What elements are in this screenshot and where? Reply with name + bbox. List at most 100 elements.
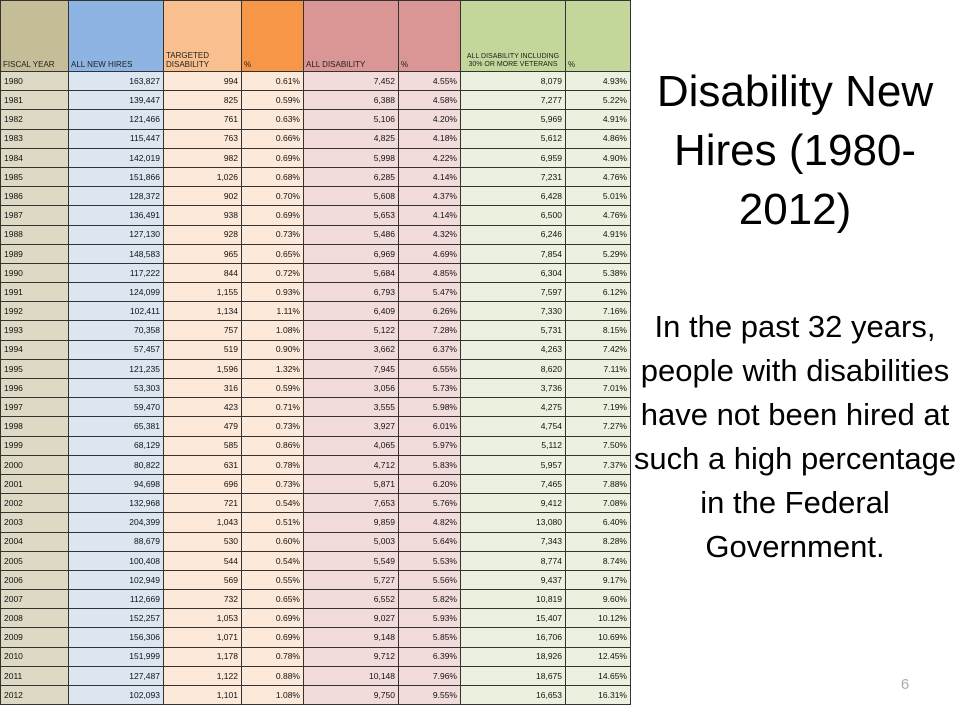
table-cell: 136,491 (68, 205, 164, 226)
table-cell: 127,487 (68, 665, 164, 687)
table-row: 1983 115,447 763 0.66% 4,825 4.18% 5,612 4.86% (0, 128, 631, 149)
table-cell: 1,053 (163, 608, 242, 629)
table-cell: 4.55% (398, 70, 461, 92)
table-cell: 1987 (0, 205, 69, 226)
table-cell: 2000 (0, 454, 69, 475)
table-cell: 7.08% (565, 493, 631, 514)
table-cell: 1,122 (163, 665, 242, 687)
table-cell: 9,148 (303, 627, 399, 648)
table-cell: 100,408 (68, 550, 164, 571)
table-cell: 127,130 (68, 224, 164, 245)
table-cell: 7.88% (565, 473, 631, 495)
table-cell: 7.16% (565, 301, 631, 322)
table-row: 1987 136,491 938 0.69% 5,653 4.14% 6,500 4.76% (0, 205, 631, 226)
table-cell: 5,106 (303, 109, 399, 130)
table-cell: 151,866 (68, 166, 164, 188)
table-cell: 8.28% (565, 531, 631, 552)
table-cell: 6.20% (398, 473, 461, 495)
table-cell: 0.54% (241, 550, 304, 571)
table-row: 2004 88,679 530 0.60% 5,003 5.64% 7,343 8.28% (0, 531, 631, 552)
table-row: 2008 152,257 1,053 0.69% 9,027 5.93% 15,407 10.… (0, 608, 631, 629)
table-cell: 5.93% (398, 608, 461, 629)
table-cell: 4.22% (398, 147, 461, 168)
table-cell: 1993 (0, 320, 69, 341)
table-cell: 1984 (0, 147, 69, 168)
header-all-disability-incl-veterans: ALL DISABILITY INCLUDING 30% OR MORE VET… (460, 0, 566, 72)
table-cell: 18,675 (460, 665, 566, 687)
table-cell: 10,148 (303, 665, 399, 687)
table-cell: 5,957 (460, 454, 566, 475)
table-cell: 5.83% (398, 454, 461, 475)
table-cell: 7.50% (565, 435, 631, 456)
table-row: 1985 151,866 1,026 0.68% 6,285 4.14% 7,231 4.76… (0, 166, 631, 188)
table-cell: 9,712 (303, 646, 399, 667)
table-cell: 8,620 (460, 358, 566, 380)
table-cell: 6.40% (565, 512, 631, 533)
table-cell: 7,854 (460, 243, 566, 264)
table-row: 1991 124,099 1,155 0.93% 6,793 5.47% 7,597 6.12… (0, 282, 631, 303)
table-cell: 5,612 (460, 128, 566, 149)
table-row: 2007 112,669 732 0.65% 6,552 5.82% 10,819 9.60% (0, 589, 631, 610)
table-cell: 7.28% (398, 320, 461, 341)
table-cell: 1994 (0, 339, 69, 360)
table-cell: 0.65% (241, 243, 304, 264)
table-cell: 7,231 (460, 166, 566, 188)
table-cell: 5.85% (398, 627, 461, 648)
table-cell: 0.59% (241, 90, 304, 111)
table-cell: 5,727 (303, 569, 399, 591)
table-cell: 0.69% (241, 147, 304, 168)
table-row: 1998 65,381 479 0.73% 3,927 6.01% 4,754 7.27% (0, 416, 631, 437)
table-cell: 80,822 (68, 454, 164, 475)
table-cell: 16,706 (460, 627, 566, 648)
table-cell: 5.22% (565, 90, 631, 111)
table-cell: 4.14% (398, 205, 461, 226)
table-row: 1986 128,372 902 0.70% 5,608 4.37% 6,428 5.01% (0, 186, 631, 207)
table-cell: 6,285 (303, 166, 399, 188)
table-cell: 5.38% (565, 262, 631, 284)
table-row: 1996 53,303 316 0.59% 3,056 5.73% 3,736 7.01% (0, 377, 631, 399)
table-cell: 0.54% (241, 493, 304, 514)
header-targeted-disability-percent: % (241, 0, 304, 72)
table-cell: 1.08% (241, 320, 304, 341)
table-cell: 9,859 (303, 512, 399, 533)
table-cell: 5,112 (460, 435, 566, 456)
table-cell: 0.69% (241, 627, 304, 648)
table-cell: 6,959 (460, 147, 566, 168)
table-cell: 479 (163, 416, 242, 437)
table-cell: 9,750 (303, 684, 399, 706)
table-cell: 5,998 (303, 147, 399, 168)
table-cell: 1,155 (163, 282, 242, 303)
table-cell: 1981 (0, 90, 69, 111)
table-row: 1994 57,457 519 0.90% 3,662 6.37% 4,263 7.42% (0, 339, 631, 360)
table-cell: 0.73% (241, 416, 304, 437)
table-cell: 0.70% (241, 186, 304, 207)
header-all-disability-incl-veterans-percent: % (565, 0, 631, 72)
table-cell: 121,466 (68, 109, 164, 130)
slide-title: Disability New Hires (1980-2012) (656, 67, 934, 234)
table-cell: 139,447 (68, 90, 164, 111)
table-cell: 12.45% (565, 646, 631, 667)
table-cell: 70,358 (68, 320, 164, 341)
slide-body-text: In the past 32 years, people with disabi… (633, 309, 957, 564)
table-cell: 2005 (0, 550, 69, 571)
table-cell: 5,871 (303, 473, 399, 495)
table-cell: 4.20% (398, 109, 461, 130)
table-cell: 3,736 (460, 377, 566, 399)
table-row: 2003 204,399 1,043 0.51% 9,859 4.82% 13,080 6.4… (0, 512, 631, 533)
table-cell: 2012 (0, 684, 69, 706)
table-cell: 102,093 (68, 684, 164, 706)
table-cell: 4,825 (303, 128, 399, 149)
table-cell: 965 (163, 243, 242, 264)
table-cell: 7,277 (460, 90, 566, 111)
table-cell: 530 (163, 531, 242, 552)
table-cell: 994 (163, 70, 242, 92)
table-cell: 4.86% (565, 128, 631, 149)
table-cell: 6.26% (398, 301, 461, 322)
table-cell: 59,470 (68, 397, 164, 418)
table-cell: 1,596 (163, 358, 242, 380)
header-all-new-hires: ALL NEW HIRES (68, 0, 164, 72)
table-cell: 68,129 (68, 435, 164, 456)
table-header-row: FISCAL YEAR ALL NEW HIRES TARGETED DISAB… (0, 0, 631, 72)
table-cell: 8,774 (460, 550, 566, 571)
table-cell: 4,065 (303, 435, 399, 456)
